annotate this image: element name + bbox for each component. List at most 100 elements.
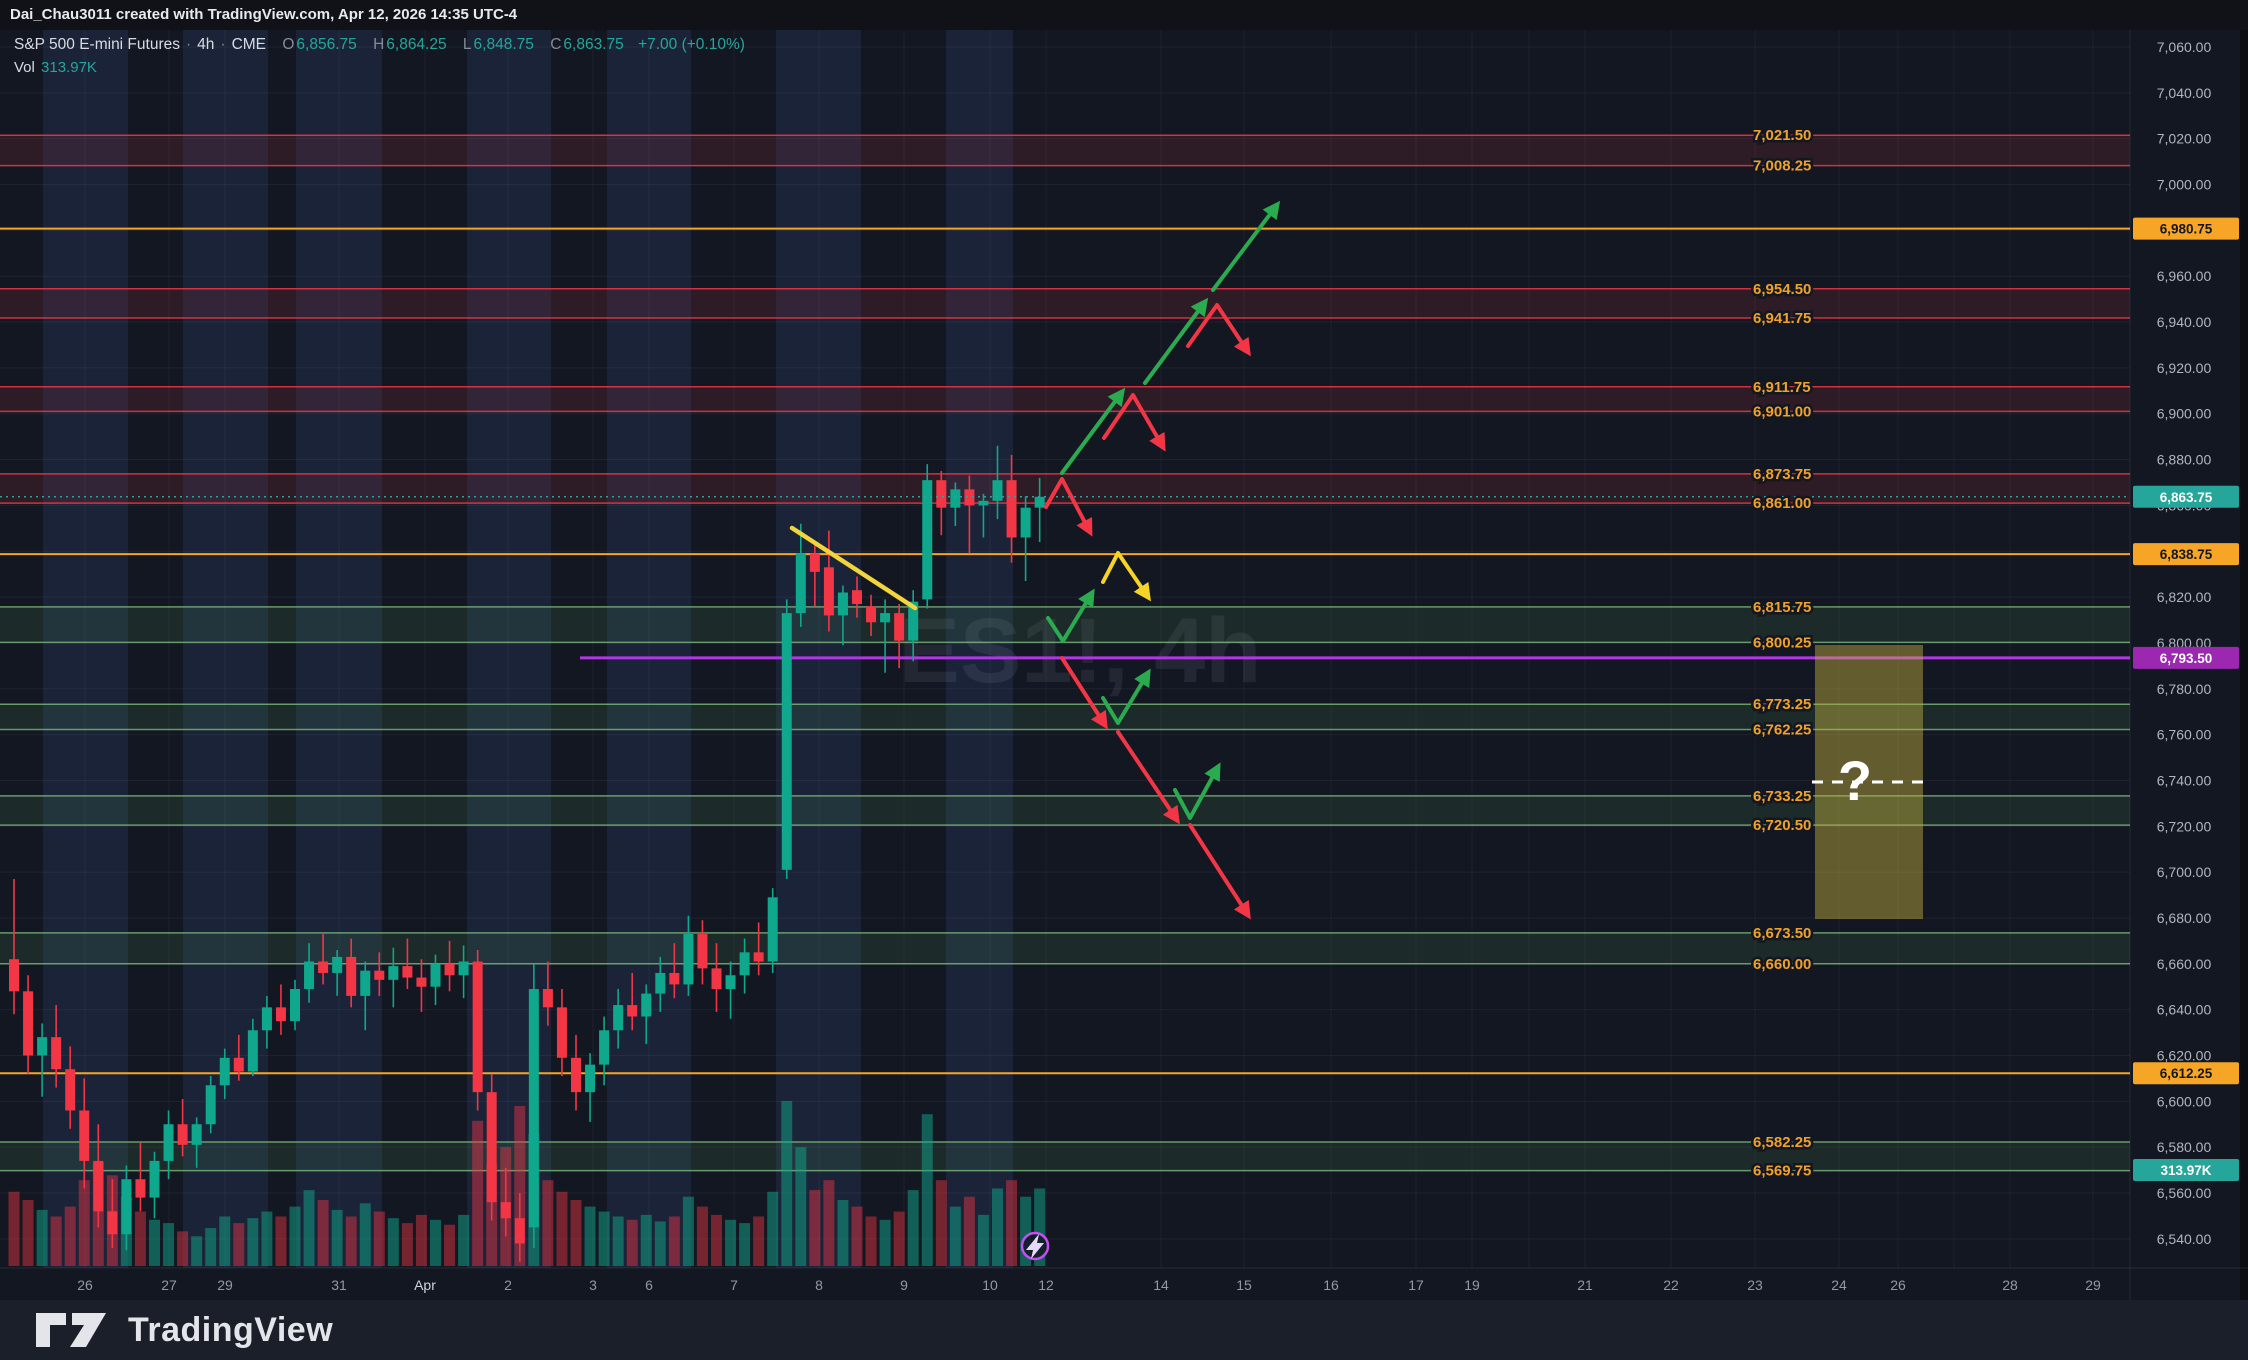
bolt-icon[interactable] xyxy=(1020,1231,1050,1261)
trendline[interactable] xyxy=(789,525,918,611)
scenario-arrow-red[interactable] xyxy=(1186,303,1251,357)
scenario-arrow-green[interactable] xyxy=(1101,668,1151,725)
y-axis-label: 6,900.00 xyxy=(2157,406,2212,422)
time-axis-label: 7 xyxy=(730,1277,738,1293)
candle xyxy=(430,954,441,1006)
candle xyxy=(318,934,329,985)
volume-bar xyxy=(823,1180,835,1266)
tradingview-brand-text[interactable]: TradingView xyxy=(128,1310,334,1349)
volume-bar xyxy=(879,1219,891,1266)
scenario-arrow-red[interactable] xyxy=(1060,656,1108,730)
candle-body xyxy=(866,606,877,623)
volume-bar xyxy=(935,1180,947,1266)
y-axis-label: 7,040.00 xyxy=(2157,85,2212,101)
candle xyxy=(1034,477,1045,543)
symbol-title[interactable]: S&P 500 E-mini Futures xyxy=(14,36,180,53)
scenario-arrow-red[interactable] xyxy=(1116,730,1180,825)
candle-body xyxy=(669,972,680,985)
zone-price-label: 6,941.75 xyxy=(1753,310,1811,327)
candle-body xyxy=(416,977,427,987)
candle-body xyxy=(261,1007,272,1031)
candle xyxy=(9,878,19,1015)
attribution-bar: Dai_Chau3011 created with TradingView.co… xyxy=(0,0,2248,30)
scenario-arrow-red[interactable] xyxy=(1102,393,1166,452)
volume-bar xyxy=(767,1191,779,1266)
gridlines xyxy=(0,30,2151,1268)
change-value: +7.00 (+0.10%) xyxy=(638,36,745,53)
time-axis-label: 21 xyxy=(1577,1277,1593,1293)
volume-label: Vol xyxy=(14,59,35,76)
candle-body xyxy=(219,1057,230,1086)
exchange-value[interactable]: CME xyxy=(231,36,267,53)
y-axis-label: 6,960.00 xyxy=(2157,268,2212,284)
candle-body xyxy=(37,1037,48,1056)
scenario-arrows[interactable] xyxy=(1044,200,1281,920)
candle xyxy=(697,920,708,985)
volume-bar xyxy=(654,1221,666,1266)
supply-zone[interactable] xyxy=(0,386,2130,412)
candle-body xyxy=(922,480,933,600)
tradingview-logo-icon[interactable] xyxy=(36,1312,112,1348)
horizontal-lines[interactable] xyxy=(0,227,2130,1075)
time-axis-label: 2 xyxy=(504,1277,512,1293)
scenario-arrow-yellow[interactable] xyxy=(1101,551,1151,602)
volume-bar xyxy=(921,1114,933,1266)
candle-body xyxy=(233,1057,244,1072)
volume-bar xyxy=(472,1120,484,1266)
zone-price-label: 6,815.75 xyxy=(1753,599,1811,616)
candle-body xyxy=(472,961,483,1093)
volume-bar xyxy=(949,1206,961,1266)
scenario-arrow-red[interactable] xyxy=(1044,477,1093,537)
volume-bar xyxy=(401,1223,413,1266)
candle-body xyxy=(1020,507,1031,538)
candle-body xyxy=(360,970,371,996)
candle-body xyxy=(430,963,441,987)
scenario-arrow-green[interactable] xyxy=(1173,762,1221,820)
candle xyxy=(205,1076,216,1134)
scenario-arrow-green[interactable] xyxy=(1143,297,1209,385)
supply-zone[interactable] xyxy=(0,135,2130,166)
candle-body xyxy=(458,961,469,976)
price-badge-label: 6,863.75 xyxy=(2160,490,2213,505)
candle xyxy=(936,471,947,536)
candle xyxy=(908,590,919,662)
time-axis-label: 17 xyxy=(1408,1277,1424,1293)
y-axis-label: 7,020.00 xyxy=(2157,131,2212,147)
volume-bar xyxy=(430,1219,441,1266)
price-badge xyxy=(2133,485,2239,508)
volume-bar xyxy=(753,1216,765,1266)
candle-body xyxy=(65,1069,76,1111)
candle-body xyxy=(1034,496,1045,508)
time-axis-label: 15 xyxy=(1236,1277,1252,1293)
scenario-arrow-red[interactable] xyxy=(1188,823,1251,920)
zone-price-label: 6,569.75 xyxy=(1753,1163,1811,1180)
candle-body xyxy=(191,1124,202,1145)
candle xyxy=(346,938,357,1008)
scenario-arrow-green[interactable] xyxy=(1046,588,1095,643)
volume-bar xyxy=(149,1219,160,1266)
scenario-arrow-green[interactable] xyxy=(1211,200,1281,292)
candle xyxy=(795,523,806,627)
demand-zone[interactable] xyxy=(0,704,2130,730)
session-band xyxy=(296,30,382,1268)
volume-bar xyxy=(851,1206,863,1266)
volume-bar xyxy=(1020,1196,1032,1266)
scenario-arrow-green[interactable] xyxy=(1060,387,1126,475)
candle-body xyxy=(964,489,975,506)
candle xyxy=(247,1018,258,1077)
volume-bar xyxy=(837,1200,849,1266)
candle-body xyxy=(571,1057,581,1093)
chart-canvas[interactable]: ES1!, 4h ?7,021.507,008.256,954.506,941.… xyxy=(0,30,2248,1300)
demand-zone[interactable] xyxy=(0,795,2130,826)
time-axis-labels[interactable]: 26 27 29 31 Apr 2 3 6 7 8 9 10 12 14 15 16 17 19 21 22 23 24 2… xyxy=(77,1277,2101,1293)
y-axis-label: 6,700.00 xyxy=(2157,864,2212,880)
interval-value[interactable]: 4h xyxy=(197,36,215,53)
candle xyxy=(444,940,455,992)
candle xyxy=(402,938,413,990)
y-axis-label: 6,600.00 xyxy=(2157,1093,2212,1109)
trendline-layer[interactable] xyxy=(789,525,918,611)
question-zone-box[interactable]: ? xyxy=(1812,645,1926,919)
demand-zone[interactable] xyxy=(0,1142,2130,1171)
supply-zone[interactable] xyxy=(0,288,2130,319)
time-axis-bg[interactable] xyxy=(0,1268,2248,1300)
